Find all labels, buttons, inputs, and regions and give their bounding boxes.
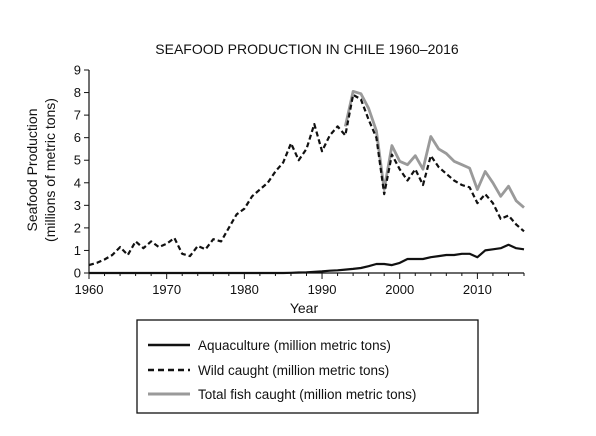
x-tick-label: 2000	[385, 282, 414, 297]
x-tick-label: 2010	[463, 282, 492, 297]
y-tick-label: 1	[74, 243, 81, 258]
x-ticks: 1960 1970 1980 1990 2000 2010	[75, 273, 525, 297]
y-axis-label: Seafood Production (millions of metric t…	[24, 98, 58, 242]
y-tick-label: 4	[74, 175, 81, 190]
legend-label-total-fish-caught: Total fish caught (million metric tons)	[198, 387, 416, 402]
x-tick-label: 1990	[308, 282, 337, 297]
legend-box	[136, 319, 479, 414]
legend-label-wild-caught: Wild caught (million metric tons)	[198, 363, 389, 378]
y-tick-label: 6	[74, 130, 81, 145]
x-tick-label: 1960	[75, 282, 104, 297]
y-tick-label: 5	[74, 153, 81, 168]
y-ticks: 0 1 2 3 4 5 6 7 8 9	[74, 63, 89, 281]
y-axis-label-line2: (millions of metric tons)	[42, 98, 58, 242]
y-tick-label: 2	[74, 220, 81, 235]
series-line-wild-caught	[88, 93, 525, 267]
x-tick-label: 1970	[152, 282, 181, 297]
legend: Aquaculture (million metric tons) Wild c…	[136, 319, 479, 414]
y-tick-label: 9	[74, 63, 81, 78]
y-tick-label: 8	[74, 85, 81, 100]
legend-label-aquaculture: Aquaculture (million metric tons)	[198, 338, 391, 353]
y-axis-label-line1: Seafood Production	[24, 109, 40, 232]
x-axis-label: Year	[290, 300, 319, 316]
y-tick-label: 3	[74, 198, 81, 213]
series-line-total-fish-caught	[343, 90, 525, 209]
y-tick-label: 0	[74, 266, 81, 281]
series-lines	[88, 90, 525, 275]
y-tick-label: 7	[74, 108, 81, 123]
x-tick-label: 1980	[230, 282, 259, 297]
series-line-aquaculture	[89, 243, 525, 275]
chart-title: SEAFOOD PRODUCTION IN CHILE 1960–2016	[155, 41, 459, 57]
axes	[88, 70, 524, 274]
